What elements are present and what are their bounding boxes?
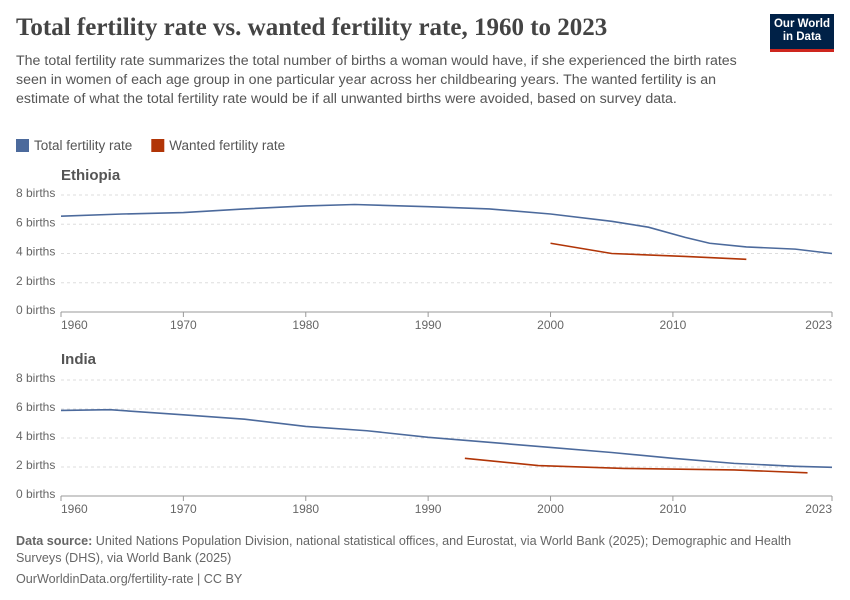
x-tick-label: 1970 xyxy=(170,502,197,516)
source: Data source: United Nations Population D… xyxy=(16,533,826,567)
source-label: Data source: xyxy=(16,534,93,548)
panel-title: India xyxy=(61,351,97,368)
footer: Data source: United Nations Population D… xyxy=(16,533,826,588)
y-tick-label: 0 births xyxy=(16,487,55,501)
x-tick-label: 1960 xyxy=(61,502,88,516)
title: Total fertility rate vs. wanted fertilit… xyxy=(16,14,608,41)
x-tick-label: 2023 xyxy=(805,318,832,332)
x-tick-label: 2023 xyxy=(805,502,832,516)
y-tick-label: 8 births xyxy=(16,186,55,200)
x-tick-label: 2010 xyxy=(660,318,687,332)
y-tick-label: 4 births xyxy=(16,245,55,259)
legend-label: Total fertility rate xyxy=(34,138,132,153)
series-line xyxy=(464,457,808,474)
y-tick-label: 6 births xyxy=(16,400,55,414)
x-tick-label: 1990 xyxy=(415,318,442,332)
series-line xyxy=(550,242,747,261)
chart: Total fertility rate Wanted fertility rat… xyxy=(16,138,833,516)
logo[interactable]: Our World in Data xyxy=(770,14,834,52)
logo-line: in Data xyxy=(782,31,822,43)
y-tick-label: 8 births xyxy=(16,371,55,385)
y-tick-label: 4 births xyxy=(16,429,55,443)
y-tick-label: 2 births xyxy=(16,274,55,288)
subtitle: The total fertility rate summarizes the … xyxy=(16,53,737,107)
x-tick-label: 1960 xyxy=(61,318,88,332)
y-tick-label: 0 births xyxy=(16,303,55,317)
source-text: United Nations Population Division, nati… xyxy=(16,534,792,565)
series-line xyxy=(60,408,833,469)
x-tick-label: 2010 xyxy=(660,502,687,516)
url: OurWorldinData.org/fertility-rate | CC B… xyxy=(16,572,243,586)
y-tick-label: 6 births xyxy=(16,215,55,229)
logo-line: Our World xyxy=(773,18,830,30)
series-line xyxy=(60,203,833,255)
panel-title: Ethiopia xyxy=(61,167,121,184)
legend-label: Wanted fertility rate xyxy=(169,138,285,153)
x-tick-label: 2000 xyxy=(537,318,564,332)
x-tick-label: 1970 xyxy=(170,318,197,332)
x-tick-label: 2000 xyxy=(537,502,564,516)
x-tick-label: 1990 xyxy=(415,502,442,516)
x-tick-label: 1980 xyxy=(292,318,319,332)
legend-swatch xyxy=(151,139,165,152)
legend-swatch xyxy=(16,139,29,152)
y-tick-label: 2 births xyxy=(16,458,55,472)
x-tick-label: 1980 xyxy=(292,502,319,516)
